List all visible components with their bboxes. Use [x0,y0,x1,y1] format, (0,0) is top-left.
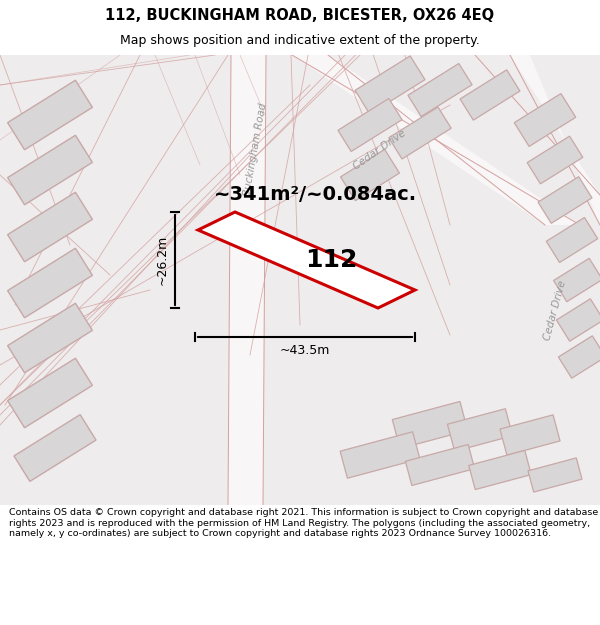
Polygon shape [8,80,92,150]
Polygon shape [389,107,451,159]
Text: 112, BUCKINGHAM ROAD, BICESTER, OX26 4EQ: 112, BUCKINGHAM ROAD, BICESTER, OX26 4EQ [106,8,494,23]
Polygon shape [8,303,92,372]
Polygon shape [8,135,92,205]
Polygon shape [406,444,475,486]
Polygon shape [527,136,583,184]
Text: ~341m²/~0.084ac.: ~341m²/~0.084ac. [214,186,416,204]
Polygon shape [14,414,96,481]
Polygon shape [538,177,592,223]
Polygon shape [460,70,520,120]
Text: ~43.5m: ~43.5m [280,344,330,357]
Polygon shape [340,432,420,478]
Polygon shape [341,149,400,201]
Polygon shape [228,55,266,505]
Text: Buckingham Road: Buckingham Road [242,102,268,198]
Polygon shape [514,94,576,146]
Polygon shape [8,248,92,318]
Polygon shape [448,409,512,451]
Polygon shape [475,55,600,250]
Polygon shape [528,458,582,492]
Polygon shape [408,64,472,116]
Polygon shape [292,55,580,225]
Polygon shape [559,336,600,378]
Polygon shape [500,415,560,455]
Text: Cedar Drive: Cedar Drive [542,279,568,341]
Polygon shape [8,192,92,262]
Polygon shape [198,212,415,308]
Polygon shape [546,217,598,262]
Polygon shape [355,56,425,114]
Polygon shape [338,99,402,151]
Text: 112: 112 [305,248,358,272]
Polygon shape [556,299,600,341]
Polygon shape [8,358,92,428]
Text: Contains OS data © Crown copyright and database right 2021. This information is : Contains OS data © Crown copyright and d… [9,508,598,538]
Polygon shape [554,258,600,302]
Text: Map shows position and indicative extent of the property.: Map shows position and indicative extent… [120,34,480,48]
Text: ~26.2m: ~26.2m [155,235,169,285]
Polygon shape [392,401,467,449]
Text: Cedar Drive: Cedar Drive [352,128,408,172]
Polygon shape [469,451,531,489]
Polygon shape [0,55,600,505]
